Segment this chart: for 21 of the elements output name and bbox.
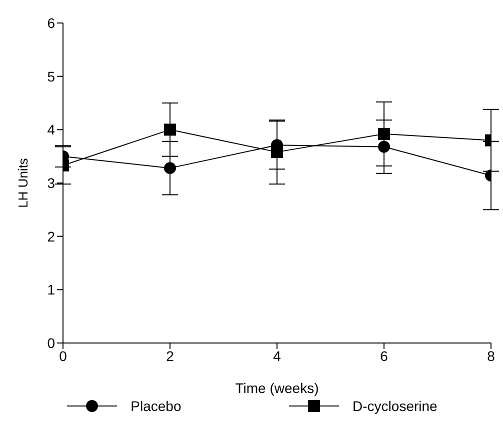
x-tick-label: 6 [380, 348, 388, 364]
legend-label: Placebo [130, 398, 182, 414]
y-tick-label: 3 [47, 174, 56, 191]
y-axis-title: LH Units [16, 158, 31, 208]
y-tick-label: 2 [47, 228, 56, 244]
x-tick-label: 0 [59, 348, 68, 364]
y-tick-label: 4 [47, 122, 56, 138]
y-tick-label: 0 [47, 334, 56, 351]
point [378, 140, 390, 153]
x-tick-label: 4 [273, 348, 282, 364]
x-tick-label: 2 [166, 348, 174, 364]
y-tick-label: 5 [47, 68, 56, 84]
y-tick-label: 6 [47, 14, 56, 31]
point [271, 146, 283, 158]
point [378, 128, 390, 140]
x-axis-title: Time (weeks) [235, 380, 319, 396]
point [164, 162, 176, 174]
point [164, 124, 176, 136]
y-tick-label: 1 [47, 282, 56, 298]
legend-label: D-cycloserine [352, 398, 438, 414]
x-tick-label: 8 [487, 348, 496, 364]
